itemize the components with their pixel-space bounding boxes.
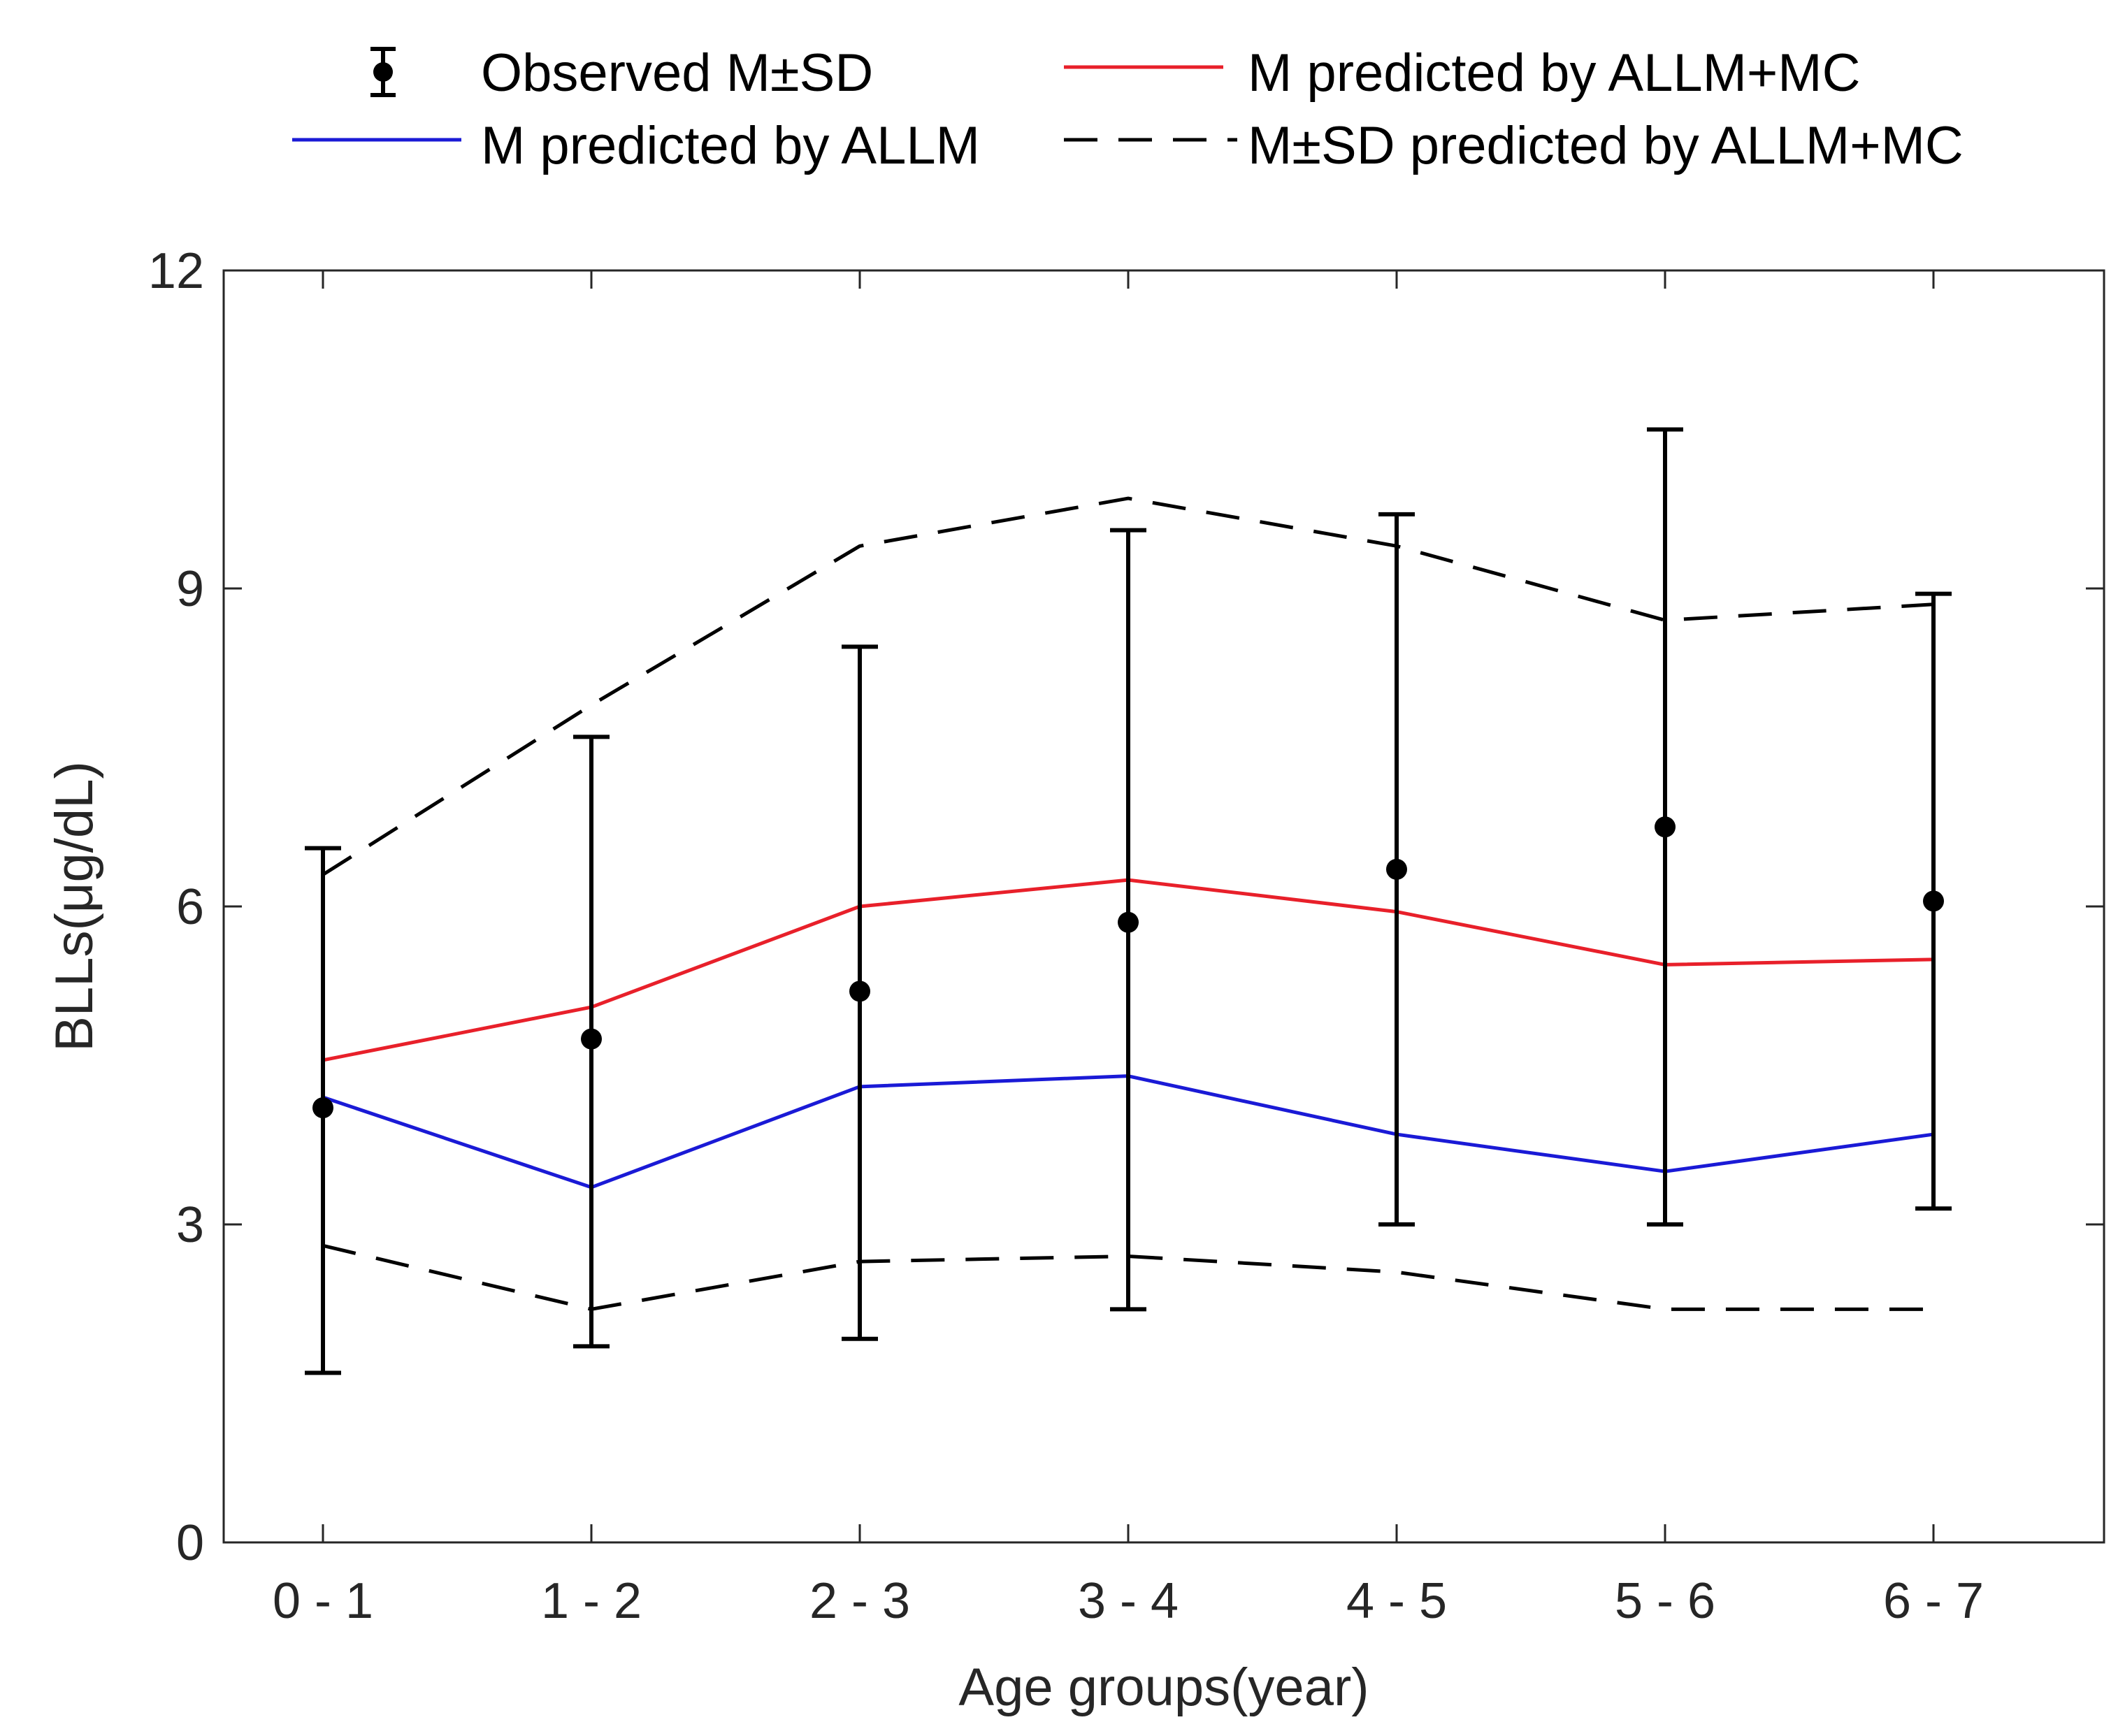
y-axis: 0 3 6 9 12 [148,243,2104,1571]
y-tick-label: 9 [176,561,204,617]
plot-area [305,427,1952,1375]
observed-mean-point [1923,890,1944,912]
observed-mean-point [849,981,870,1002]
y-tick-label: 3 [176,1197,204,1253]
legend: Observed M±SD M predicted by ALLM+MC M pre… [292,43,1964,175]
observed-mean-point [1118,911,1139,933]
y-tick-label: 0 [176,1515,204,1571]
x-tick-label: 3 - 4 [1078,1573,1179,1629]
observed-mean-point [312,1097,333,1119]
x-axis-title: Age groups(year) [958,1658,1369,1717]
legend-point-icon [373,62,393,82]
x-tick-label: 2 - 3 [809,1573,910,1629]
axes-box [222,269,2105,1544]
y-tick-label: 6 [176,879,204,935]
observed-mean-point [581,1028,602,1050]
series-line-sd-upper [322,496,1934,876]
x-tick-label: 6 - 7 [1883,1573,1984,1629]
x-axis: 0 - 1 1 - 2 2 - 3 3 - 4 4 - 5 5 - 6 6 - 7 [273,270,1984,1629]
observed-mean-point [1386,858,1407,880]
legend-label-sd: M±SD predicted by ALLM+MC [1248,116,1964,175]
x-tick-label: 4 - 5 [1346,1573,1447,1629]
x-tick-label: 0 - 1 [273,1573,373,1629]
x-tick-label: 1 - 2 [541,1573,642,1629]
observed-mean-point [1655,816,1676,838]
legend-label-allm: M predicted by ALLM [481,116,980,175]
legend-label-observed: Observed M±SD [481,43,873,103]
x-tick-label: 5 - 6 [1615,1573,1715,1629]
y-axis-title: BLLs(μg/dL) [45,761,104,1052]
y-tick-label: 12 [148,243,204,299]
legend-label-allm-mc: M predicted by ALLM+MC [1248,43,1861,103]
